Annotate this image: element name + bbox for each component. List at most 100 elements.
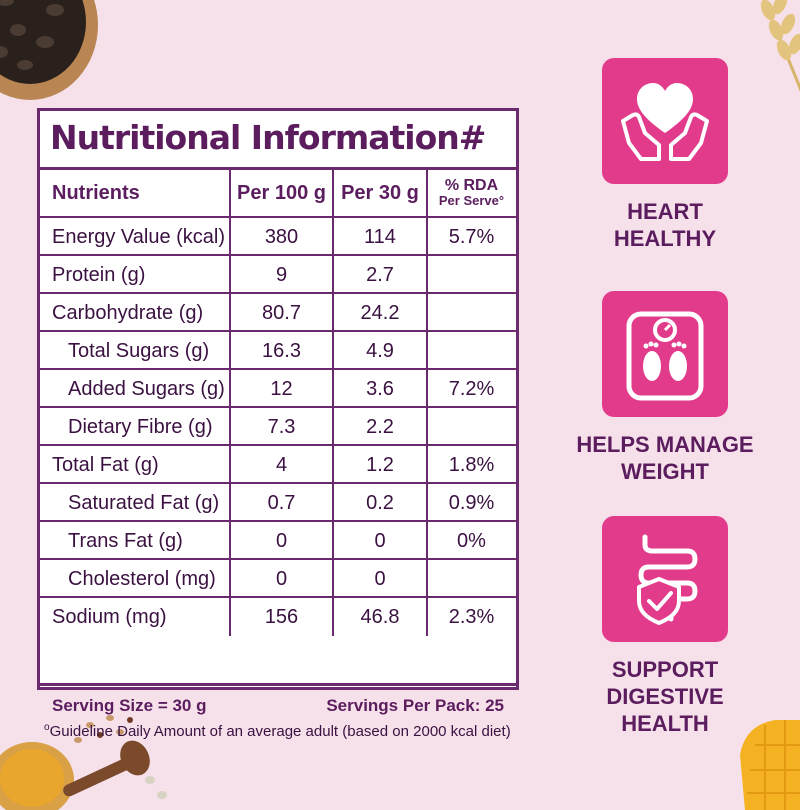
feature-label-line1: SUPPORT [611, 657, 719, 682]
column-divider [426, 170, 428, 636]
cell-rda [427, 294, 516, 332]
digestive-shield-icon [602, 516, 728, 642]
cell-per-30g: 3.6 [366, 377, 394, 400]
cell-per-30g: 0 [374, 529, 386, 552]
feature-label: SUPPORT DIGESTIVE HEALTH [560, 656, 770, 737]
table-row: Trans Fat (g) 0 0 0% [40, 522, 516, 560]
footnote-mark: o [44, 722, 50, 733]
feature-label: HELPS MANAGE WEIGHT [560, 431, 770, 485]
column-divider [332, 170, 334, 636]
cell-per-100g: 80.7 [262, 301, 301, 324]
row-divider [40, 330, 516, 332]
table-row: Saturated Fat (g) 0.7 0.2 0.9% [40, 484, 516, 522]
row-divider [40, 558, 516, 560]
row-divider [40, 368, 516, 370]
cell-rda [427, 408, 516, 446]
cell-nutrient: Trans Fat (g) [68, 529, 183, 552]
table-row: Energy Value (kcal) 380 114 5.7% [40, 218, 516, 256]
cell-per-30g: 0 [374, 567, 386, 590]
cell-rda: 0.9% [448, 491, 495, 514]
cell-nutrient: Sodium (mg) [52, 605, 167, 628]
feature-heart-healthy: HEART HEALTHY [560, 58, 770, 252]
row-divider [40, 406, 516, 408]
footnote: oGuideline Daily Amount of an average ad… [44, 722, 511, 740]
table-row: Sodium (mg) 156 46.8 2.3% [40, 598, 516, 636]
cell-per-30g: 0.2 [366, 491, 394, 514]
cell-rda [427, 256, 516, 294]
cell-per-100g: 0.7 [267, 491, 296, 514]
cell-per-30g: 4.9 [366, 339, 394, 362]
serving-size: Serving Size = 30 g [52, 696, 207, 715]
cell-nutrient: Total Sugars (g) [68, 339, 210, 362]
cell-nutrient: Added Sugars (g) [68, 377, 225, 400]
header-rda-per-serve: Per Serve° [438, 193, 505, 208]
feature-label-line1: HELPS MANAGE [576, 432, 754, 457]
cell-nutrient: Dietary Fibre (g) [68, 415, 213, 438]
feature-label-line2: DIGESTIVE HEALTH [606, 684, 724, 736]
cell-nutrient: Cholesterol (mg) [68, 567, 216, 590]
cell-rda: 7.2% [448, 377, 495, 400]
cell-rda [427, 560, 516, 598]
cell-rda [427, 332, 516, 370]
table-header-row: Nutrients Per 100 g Per 30 g % RDA Per S… [40, 170, 516, 216]
row-divider [40, 216, 516, 218]
cell-nutrient: Protein (g) [52, 263, 146, 286]
table-row: Carbohydrate (g) 80.7 24.2 [40, 294, 516, 332]
cell-per-100g: 9 [275, 263, 288, 286]
cell-per-100g: 4 [275, 453, 288, 476]
raisins-bowl-image [0, 0, 98, 100]
table-footer: Serving Size = 30 g Servings Per Pack: 2… [40, 683, 516, 749]
row-divider [40, 254, 516, 256]
table-row: Total Sugars (g) 16.3 4.9 [40, 332, 516, 370]
header-per-100g: Per 100 g [237, 181, 326, 204]
table-row: Dietary Fibre (g) 7.3 2.2 [40, 408, 516, 446]
feature-label-line2: HEALTHY [613, 226, 717, 251]
cell-per-30g: 2.2 [366, 415, 394, 438]
cell-per-100g: 0 [275, 567, 288, 590]
table-row: Total Fat (g) 4 1.2 1.8% [40, 446, 516, 484]
cell-nutrient: Energy Value (kcal) [52, 225, 226, 248]
header-rda: % RDA Per Serve° [427, 170, 516, 216]
honey-and-seeds-image [0, 715, 167, 810]
row-divider [40, 444, 516, 446]
cell-per-100g: 0 [275, 529, 288, 552]
cell-per-100g: 7.3 [267, 415, 296, 438]
cell-rda: 1.8% [448, 453, 495, 476]
feature-label-line2: WEIGHT [621, 459, 709, 484]
cell-rda: 2.3% [448, 605, 495, 628]
cell-per-30g: 1.2 [366, 453, 394, 476]
table-row: Cholesterol (mg) 0 0 [40, 560, 516, 598]
table-row: Added Sugars (g) 12 3.6 7.2% [40, 370, 516, 408]
header-rda-label: % RDA [444, 177, 499, 194]
cell-per-30g: 114 [364, 225, 396, 248]
cell-per-100g: 156 [264, 605, 299, 628]
row-divider [40, 292, 516, 294]
heart-hands-icon [602, 58, 728, 184]
cell-per-30g: 46.8 [360, 605, 400, 628]
table-row: Protein (g) 9 2.7 [40, 256, 516, 294]
cell-nutrient: Saturated Fat (g) [68, 491, 220, 514]
feature-label: HEART HEALTHY [560, 198, 770, 252]
cell-nutrient: Carbohydrate (g) [52, 301, 204, 324]
column-divider [229, 170, 231, 636]
feature-helps-manage-weight: HELPS MANAGE WEIGHT [560, 291, 770, 485]
cell-rda: 5.7% [448, 225, 495, 248]
weighing-scale-icon [602, 291, 728, 417]
cell-per-100g: 380 [264, 225, 299, 248]
feature-support-digestive-health: SUPPORT DIGESTIVE HEALTH [560, 516, 770, 737]
nutrition-table: Nutritional Information# Nutrients Per 1… [37, 108, 519, 740]
header-per-30g: Per 30 g [341, 181, 419, 204]
feature-label-line1: HEART [627, 199, 703, 224]
cell-per-30g: 2.7 [366, 263, 394, 286]
servings-per-pack: Servings Per Pack: 25 [326, 696, 504, 715]
cell-rda: 0% [457, 529, 486, 552]
table-title: Nutritional Information# [40, 111, 516, 170]
cell-per-30g: 24.2 [360, 301, 400, 324]
row-divider [40, 596, 516, 598]
row-divider [40, 482, 516, 484]
header-nutrients: Nutrients [52, 181, 140, 204]
cell-per-100g: 12 [270, 377, 293, 400]
cell-per-100g: 16.3 [262, 339, 301, 362]
row-divider [40, 520, 516, 522]
footnote-text: Guideline Daily Amount of an average adu… [49, 723, 511, 740]
